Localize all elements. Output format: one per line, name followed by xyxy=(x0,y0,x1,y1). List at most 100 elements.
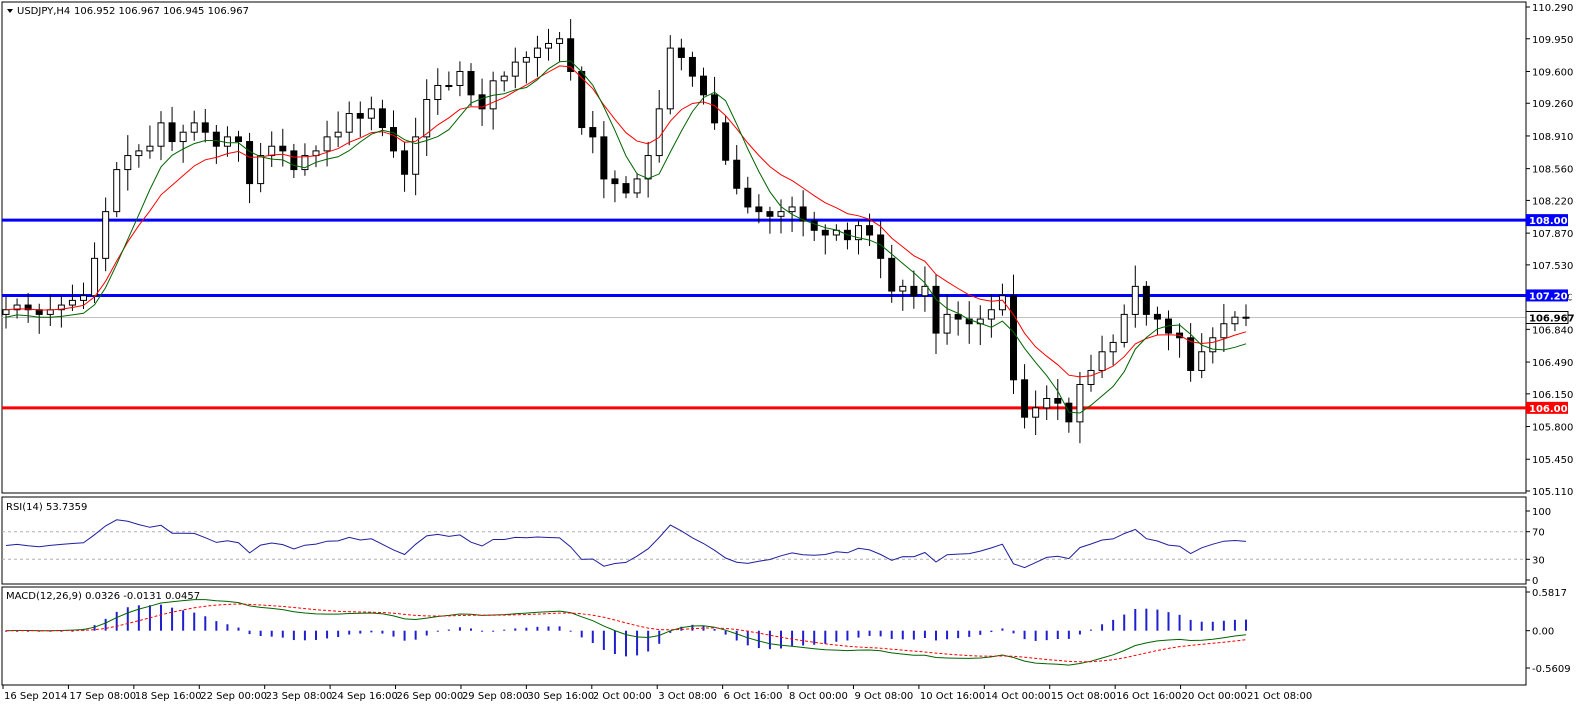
candle[interactable] xyxy=(611,170,619,203)
candle[interactable] xyxy=(401,141,409,192)
candle[interactable] xyxy=(168,106,176,151)
candle[interactable] xyxy=(1120,304,1128,348)
candle[interactable] xyxy=(157,111,165,161)
candle[interactable] xyxy=(1231,311,1239,332)
rsi-pane[interactable] xyxy=(1,496,1527,585)
candle[interactable] xyxy=(998,283,1006,316)
candle[interactable] xyxy=(456,61,464,97)
price-tick-label: 109.260 xyxy=(1532,99,1573,110)
candle[interactable] xyxy=(943,294,951,345)
candle[interactable] xyxy=(412,117,420,196)
candle-body xyxy=(1032,407,1040,418)
candle[interactable] xyxy=(567,19,575,81)
candle[interactable] xyxy=(578,66,586,135)
candle[interactable] xyxy=(522,51,530,84)
candle[interactable] xyxy=(666,35,674,115)
candle-body xyxy=(899,285,907,292)
candle[interactable] xyxy=(102,197,110,272)
candle[interactable] xyxy=(367,96,375,131)
candle[interactable] xyxy=(1220,304,1228,352)
candle[interactable] xyxy=(1109,334,1117,366)
candle[interactable] xyxy=(766,206,774,234)
candle[interactable] xyxy=(1087,354,1095,392)
candle[interactable] xyxy=(954,301,962,336)
macd-pane[interactable] xyxy=(1,586,1527,686)
candle[interactable] xyxy=(1010,274,1017,394)
candle[interactable] xyxy=(633,172,641,198)
candle[interactable] xyxy=(434,68,442,115)
candle[interactable] xyxy=(268,131,276,167)
candle[interactable] xyxy=(899,279,907,311)
candle[interactable] xyxy=(1043,385,1051,420)
candle[interactable] xyxy=(1198,333,1206,379)
candle-body xyxy=(390,127,397,152)
candle[interactable] xyxy=(556,31,564,62)
candle[interactable] xyxy=(135,144,143,168)
candle[interactable] xyxy=(246,132,254,204)
candle[interactable] xyxy=(589,110,597,154)
candle[interactable] xyxy=(68,284,76,312)
candle[interactable] xyxy=(799,190,807,237)
candle[interactable] xyxy=(124,135,132,191)
candle[interactable] xyxy=(179,124,187,163)
candle[interactable] xyxy=(910,270,918,309)
candle[interactable] xyxy=(390,110,397,158)
candle[interactable] xyxy=(1142,281,1150,326)
candle[interactable] xyxy=(2,296,10,329)
candle[interactable] xyxy=(1242,304,1250,327)
candle[interactable] xyxy=(511,47,519,89)
candle[interactable] xyxy=(467,63,475,107)
candle[interactable] xyxy=(1076,371,1084,444)
candle[interactable] xyxy=(1032,390,1040,436)
candle[interactable] xyxy=(810,211,818,242)
candle[interactable] xyxy=(1209,327,1217,364)
candle[interactable] xyxy=(777,199,785,234)
candle[interactable] xyxy=(24,292,32,323)
candle[interactable] xyxy=(1131,265,1139,328)
candle[interactable] xyxy=(201,108,209,143)
candle[interactable] xyxy=(921,266,929,312)
candle[interactable] xyxy=(733,145,741,195)
candle[interactable] xyxy=(877,221,885,279)
candle-body xyxy=(866,225,874,236)
candle[interactable] xyxy=(91,242,99,304)
candle[interactable] xyxy=(688,51,696,87)
candle[interactable] xyxy=(1187,323,1195,382)
candle[interactable] xyxy=(622,176,630,199)
candle[interactable] xyxy=(600,121,608,199)
candle[interactable] xyxy=(821,224,829,255)
candle[interactable] xyxy=(423,79,431,157)
candle[interactable] xyxy=(146,125,154,159)
candle-body xyxy=(190,122,198,133)
candle[interactable] xyxy=(113,161,121,218)
candle[interactable] xyxy=(190,110,198,141)
candle[interactable] xyxy=(290,143,298,179)
candle[interactable] xyxy=(356,101,364,137)
candle[interactable] xyxy=(1021,364,1029,429)
candle[interactable] xyxy=(1153,306,1161,335)
candle[interactable] xyxy=(722,115,730,165)
candle[interactable] xyxy=(57,295,65,328)
candle[interactable] xyxy=(533,35,541,77)
candle[interactable] xyxy=(1054,378,1062,420)
candle[interactable] xyxy=(80,282,87,310)
candle[interactable] xyxy=(755,194,763,224)
time-tick-label: 20 Oct 00:00 xyxy=(1182,691,1247,702)
candle[interactable] xyxy=(257,142,265,193)
candle[interactable] xyxy=(500,71,508,92)
candle[interactable] xyxy=(677,38,685,71)
candle[interactable] xyxy=(345,101,353,146)
candle[interactable] xyxy=(744,176,752,214)
candle[interactable] xyxy=(301,143,309,176)
dropdown-triangle-icon[interactable] xyxy=(7,9,13,13)
candle[interactable] xyxy=(445,71,453,91)
horizontal-levels xyxy=(2,218,1526,410)
candle[interactable] xyxy=(235,130,242,162)
candle[interactable] xyxy=(478,78,486,126)
candle-body xyxy=(688,56,696,77)
candle[interactable] xyxy=(223,126,231,157)
candle[interactable] xyxy=(545,28,552,61)
candle[interactable] xyxy=(932,273,940,355)
price-pane[interactable] xyxy=(1,1,1527,494)
candle[interactable] xyxy=(334,111,342,148)
